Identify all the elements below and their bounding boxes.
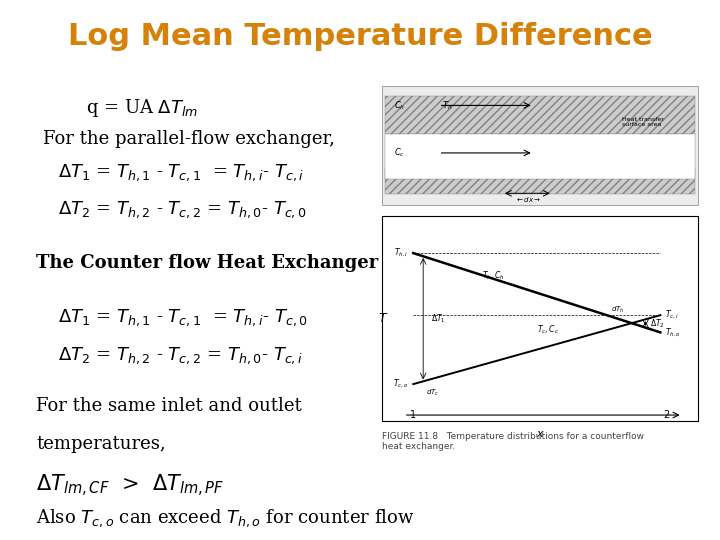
- Text: Heat transfer
surface area: Heat transfer surface area: [622, 117, 665, 127]
- Text: temperatures,: temperatures,: [36, 435, 166, 453]
- Text: T: T: [378, 312, 386, 325]
- Bar: [385, 96, 695, 134]
- Text: FIGURE 11.8   Temperature distributions for a counterflow
heat exchanger.: FIGURE 11.8 Temperature distributions fo…: [382, 432, 644, 451]
- Text: $C_h$: $C_h$: [395, 99, 405, 112]
- Text: Also $T_{c,o}$ can exceed $T_{h,o}$ for counter flow: Also $T_{c,o}$ can exceed $T_{h,o}$ for …: [36, 508, 415, 529]
- Text: $\Delta T_2$ = $T_{h,2}$ - $T_{c,2}$ = $T_{h,0}$- $T_{c,i}$: $\Delta T_2$ = $T_{h,2}$ - $T_{c,2}$ = $…: [58, 346, 302, 366]
- Bar: [385, 168, 695, 194]
- Text: x: x: [536, 429, 544, 440]
- Text: $\Delta T_1$: $\Delta T_1$: [431, 313, 446, 325]
- Text: 1: 1: [410, 410, 416, 421]
- Text: $\Delta T_1$ = $T_{h,1}$ - $T_{c,1}$  = $T_{h,i}$- $T_{c,i}$: $\Delta T_1$ = $T_{h,1}$ - $T_{c,1}$ = $…: [58, 162, 304, 183]
- Text: q = UA $\Delta T_{lm}$: q = UA $\Delta T_{lm}$: [86, 97, 199, 119]
- Bar: [382, 216, 698, 421]
- Text: $\Delta T_2$ = $T_{h,2}$ - $T_{c,2}$ = $T_{h,0}$- $T_{c,0}$: $\Delta T_2$ = $T_{h,2}$ - $T_{c,2}$ = $…: [58, 200, 306, 220]
- Text: Log Mean Temperature Difference: Log Mean Temperature Difference: [68, 22, 652, 51]
- Text: For the same inlet and outlet: For the same inlet and outlet: [36, 397, 302, 415]
- Bar: [382, 86, 698, 205]
- Text: 2: 2: [664, 410, 670, 421]
- Text: $dT_c$: $dT_c$: [426, 387, 439, 397]
- Text: The Counter flow Heat Exchanger: The Counter flow Heat Exchanger: [36, 254, 378, 272]
- Text: $\Delta T_{lm,CF}$  >  $\Delta T_{lm,PF}$: $\Delta T_{lm,CF}$ > $\Delta T_{lm,PF}$: [36, 472, 224, 499]
- Text: $\Delta T_1$ = $T_{h,1}$ - $T_{c,1}$  = $T_{h,i}$- $T_{c,0}$: $\Delta T_1$ = $T_{h,1}$ - $T_{c,1}$ = $…: [58, 308, 307, 328]
- Text: $dT_h$: $dT_h$: [611, 305, 624, 315]
- Text: $\leftarrow dx \rightarrow$: $\leftarrow dx \rightarrow$: [515, 195, 541, 204]
- Text: $T_h$: $T_h$: [442, 99, 452, 112]
- Text: $\Delta T_2$: $\Delta T_2$: [650, 318, 665, 330]
- Text: $T_c, C_c$: $T_c, C_c$: [537, 323, 559, 336]
- Text: For the parallel-flow exchanger,: For the parallel-flow exchanger,: [43, 130, 335, 147]
- Text: $T_{c,i}$: $T_{c,i}$: [665, 309, 679, 321]
- Text: $C_c$: $C_c$: [395, 147, 405, 159]
- Text: $T_h, C_h$: $T_h, C_h$: [482, 270, 505, 282]
- Bar: [385, 134, 695, 179]
- Text: $T_{h,i}$: $T_{h,i}$: [394, 247, 408, 259]
- Text: $T_{c,o}$: $T_{c,o}$: [393, 378, 408, 390]
- Text: $T_{h,o}$: $T_{h,o}$: [665, 326, 681, 339]
